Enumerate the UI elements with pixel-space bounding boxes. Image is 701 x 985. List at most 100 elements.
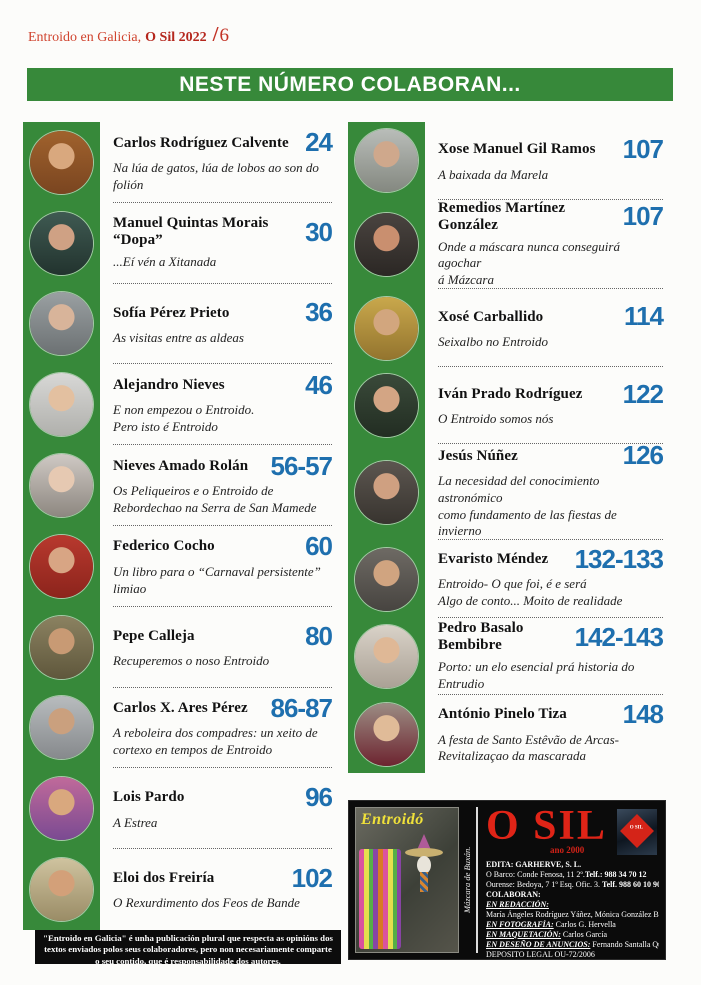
figure-hat-cone — [417, 834, 431, 850]
contributors-column-left: Carlos Rodríguez Calvente 24 Na lúa de g… — [23, 122, 334, 930]
contributor-photo — [30, 130, 93, 194]
contributor-photo — [355, 547, 418, 611]
toc-entry-body: Pepe Calleja 80 Recuperemos o noso Entro… — [100, 620, 334, 670]
toc-entry-body: Carlos Rodríguez Calvente 24 Na lúa de g… — [100, 129, 334, 193]
toc-entry-body: Sofía Pérez Prieto 36 As visitas entre a… — [100, 299, 334, 346]
toc-entry-body: António Pinelo Tiza 148 A festa de Santo… — [425, 701, 665, 765]
toc-entry: Eloi dos Freiría 102 O Rexurdimento dos … — [23, 849, 334, 930]
contributor-photo-slot — [348, 296, 425, 360]
contributor-name: Eloi dos Freiría — [113, 870, 215, 887]
contributor-photo-slot — [348, 625, 425, 689]
article-page-number: 96 — [305, 782, 333, 813]
issue-title: O Sil 2022 — [145, 30, 207, 45]
figure-tie — [420, 872, 428, 892]
credit-line: EN REDACCIÓN: — [486, 899, 549, 909]
ad-divider — [476, 807, 478, 953]
toc-entry-body: Nieves Amado Rolán 56-57 Os Peliqueiros … — [100, 452, 334, 517]
article-page-number: 30 — [305, 216, 333, 247]
toc-entry-body: Manuel Quintas Morais “Dopa” 30 ...Eí vé… — [100, 215, 334, 271]
credit-line: María Ángeles Rodríguez Yáñez, Mónica Go… — [486, 909, 659, 919]
contributor-photo — [355, 625, 418, 689]
cover-ribbons-art — [359, 849, 401, 949]
contributor-photo-slot — [348, 374, 425, 438]
article-title: A reboleira dos compadres: un xeito de c… — [113, 725, 318, 758]
contributor-photo-slot — [23, 534, 100, 598]
contributor-name: Alejandro Nieves — [113, 376, 225, 393]
contributor-name: Evaristo Méndez — [438, 551, 549, 568]
article-title: O Rexurdimento dos Feos de Bande — [113, 895, 300, 911]
toc-entry-body: Carlos X. Ares Pérez 86-87 A reboleira d… — [100, 692, 334, 759]
toc-entry: Pedro Basalo Bembibre 142-143 Porto: un … — [348, 618, 665, 696]
credit-line: O Barco: Conde Fenosa, 11 2º.Telf.: 988 … — [486, 869, 647, 879]
contributor-photo-slot — [23, 777, 100, 841]
article-title: O Entroido somos nós — [438, 411, 554, 427]
contributor-name: Jesús Núñez — [438, 447, 518, 464]
article-title: A festa de Santo Estêvão de Arcas- Revit… — [438, 731, 620, 764]
contributor-photo-slot — [348, 129, 425, 193]
contributor-photo — [355, 460, 418, 524]
credit-line: DEPOSITO LEGAL OU-72/2006 — [486, 949, 595, 959]
toc-entry: Carlos X. Ares Pérez 86-87 A reboleira d… — [23, 688, 334, 769]
article-title: Na lúa de gatos, lúa de lobos ao son do … — [113, 159, 319, 192]
contributor-photo-slot — [348, 702, 425, 766]
publication-title: Entroido en Galicia, — [28, 30, 142, 45]
masthead-year: ano 2000 — [550, 844, 585, 855]
article-page-number: 102 — [291, 862, 333, 893]
article-page-number: 126 — [622, 440, 664, 471]
contributor-name: Sofía Pérez Prieto — [113, 304, 230, 321]
contributor-photo-slot — [348, 547, 425, 611]
contributor-photo-slot — [23, 130, 100, 194]
slash-separator: / — [212, 22, 219, 46]
contributor-photo-slot — [23, 615, 100, 679]
toc-entry-body: Evaristo Méndez 132-133 Entroido- O que … — [425, 546, 665, 610]
cover-mask-figure-art — [404, 834, 444, 896]
masthead-title: O SIL — [486, 803, 607, 849]
page-header: Entroido en Galicia, O Sil 2022 /6 — [28, 22, 229, 47]
article-page-number: 80 — [305, 620, 333, 651]
contributor-photo-slot — [348, 212, 425, 276]
figure-face — [417, 856, 431, 874]
toc-entry-body: Xose Manuel Gil Ramos 107 A baixada da M… — [425, 136, 665, 183]
contributor-name: Remedios Martínez González — [438, 199, 566, 233]
contributor-photo-slot — [23, 454, 100, 518]
contributor-photo — [30, 454, 93, 518]
credits-list: EDITA: GARHERVE, S. L. O Barco: Conde Fen… — [486, 860, 659, 960]
toc-entry-body: Eloi dos Freiría 102 O Rexurdimento dos … — [100, 862, 334, 912]
contributor-photo — [30, 534, 93, 598]
toc-entry: Alejandro Nieves 46 E non empezou o Entr… — [23, 364, 334, 445]
contributor-photo — [30, 211, 93, 275]
article-page-number: 46 — [305, 369, 333, 400]
article-title: As visitas entre as aldeas — [113, 329, 244, 345]
article-page-number: 142-143 — [574, 621, 664, 652]
contributor-photo — [30, 696, 93, 760]
disclaimer-bar: "Entroido en Galicia" é unha publicación… — [35, 930, 341, 966]
cover-title: Entroidó — [361, 811, 424, 828]
osil-logo-diamond-icon: O SIL — [620, 814, 654, 848]
article-title: Os Peliqueiros e o Entroido de Rebordech… — [113, 482, 317, 515]
contributor-name: Manuel Quintas Morais “Dopa” — [113, 215, 269, 249]
contributor-photo-slot — [23, 373, 100, 437]
toc-entry: António Pinelo Tiza 148 A festa de Santo… — [348, 695, 665, 773]
contributor-photo-slot — [23, 292, 100, 356]
section-banner-title: NESTE NÚMERO COLABORAN... — [179, 72, 521, 96]
credit-line: Ourense: Bedoya, 7 1º Esq. Ofic. 3. Telf… — [486, 879, 659, 889]
osil-logo: O SIL — [617, 809, 657, 855]
article-title: Recuperemos o noso Entroido — [113, 652, 270, 668]
contributor-name: António Pinelo Tiza — [438, 706, 567, 723]
article-title: Un libro para o “Carnaval persistente” l… — [113, 563, 321, 596]
toc-entry-body: Pedro Basalo Bembibre 142-143 Porto: un … — [425, 620, 665, 693]
article-page-number: 86-87 — [270, 692, 333, 723]
cover-caption-vertical: Mázcara de Buxán. — [462, 846, 472, 914]
article-title: Entroido- O que foi, é e será Algo de co… — [438, 576, 623, 609]
article-title: Porto: un elo esencial prá historia do E… — [438, 659, 635, 692]
toc-entry: Carlos Rodríguez Calvente 24 Na lúa de g… — [23, 122, 334, 203]
contributor-photo — [30, 777, 93, 841]
contributor-photo — [355, 374, 418, 438]
contributor-photo-slot — [23, 696, 100, 760]
contributor-name: Federico Cocho — [113, 538, 215, 555]
article-title: A Estrea — [113, 814, 158, 830]
article-page-number: 107 — [622, 200, 664, 231]
contributor-name: Xosé Carballido — [438, 308, 544, 325]
contributors-column-right: Xose Manuel Gil Ramos 107 A baixada da M… — [348, 122, 665, 773]
